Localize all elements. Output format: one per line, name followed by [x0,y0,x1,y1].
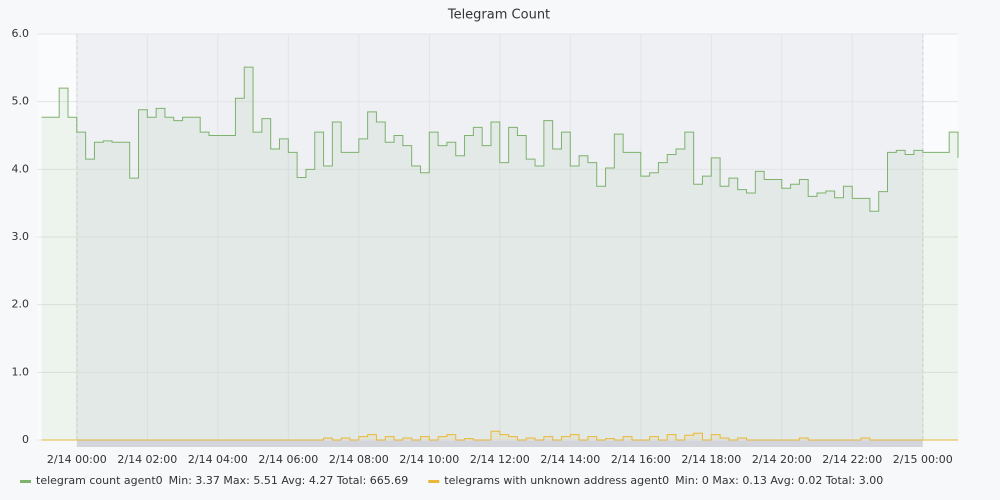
x-tick-label: 2/14 02:00 [117,453,177,466]
series-area [41,431,958,440]
x-tick-label: 2/14 04:00 [188,453,248,466]
legend-stats: Min: 3.37 Max: 5.51 Avg: 4.27 Total: 665… [169,474,409,487]
series-line [41,430,958,441]
y-tick-label: 3.0 [12,230,30,243]
x-tick-label: 2/14 08:00 [329,453,389,466]
y-tick-label: 5.0 [12,95,30,108]
y-tick-label: 4.0 [12,162,30,175]
legend-label: telegram count agent0 [36,474,163,487]
legend-swatch [20,480,31,483]
x-tick-label: 2/14 10:00 [399,453,459,466]
chart-title: Telegram Count [447,8,550,23]
x-tick-label: 2/14 06:00 [258,453,318,466]
x-tick-label: 2/14 20:00 [752,453,812,466]
legend-swatch [428,480,440,483]
x-tick-label: 2/14 12:00 [470,453,530,466]
y-tick-label: 6.0 [12,27,30,40]
series-area [41,67,958,440]
x-tick-label: 2/14 00:00 [47,453,107,466]
x-tick-label: 2/14 14:00 [540,453,600,466]
x-tick-label: 2/14 16:00 [611,453,671,466]
x-tick-label: 2/14 18:00 [681,453,741,466]
y-tick-label: 2.0 [12,298,30,311]
series-line [41,66,959,212]
legend-label: telegrams with unknown address agent0 [444,474,669,487]
y-tick-label: 0 [22,433,29,446]
x-tick-label: 2/14 22:00 [822,453,882,466]
y-tick-label: 1.0 [12,365,30,378]
x-tick-label: 2/15 00:00 [893,453,953,466]
legend-stats: Min: 0 Max: 0.13 Avg: 0.02 Total: 3.00 [675,474,883,487]
region-bar [76,440,923,447]
